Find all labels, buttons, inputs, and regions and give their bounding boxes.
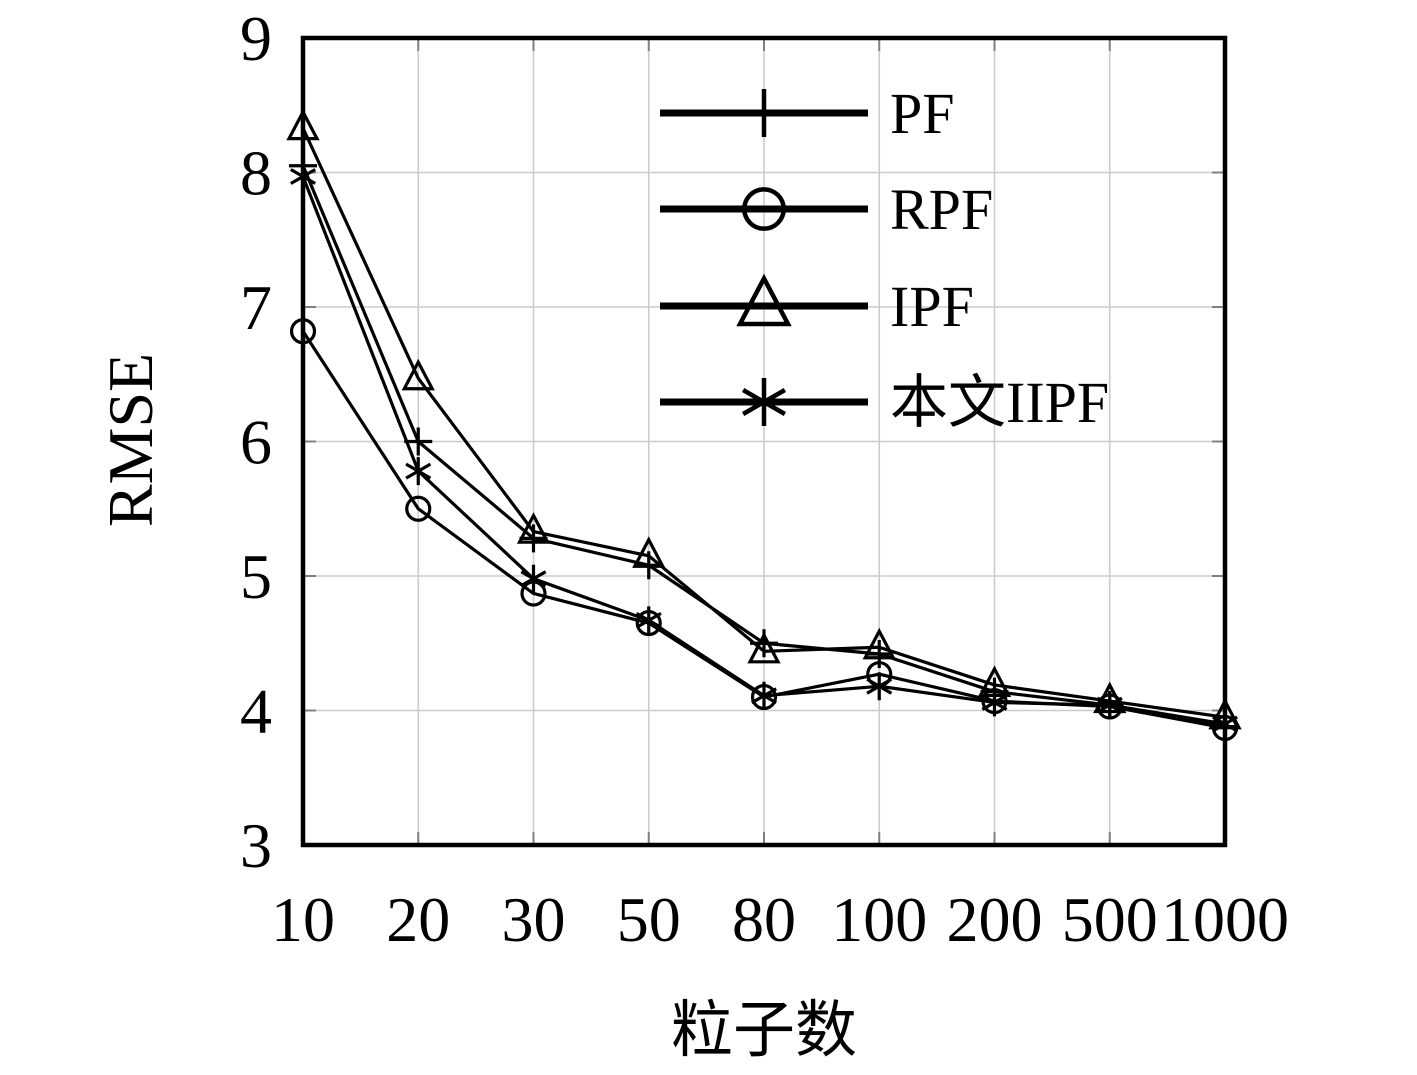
x-tick-label: 20 <box>386 884 450 955</box>
legend-label: PF <box>890 81 955 146</box>
y-tick-label: 6 <box>240 407 272 478</box>
x-tick-label: 50 <box>617 884 681 955</box>
marker-asterisk <box>751 681 777 710</box>
legend-item-RPF: RPF <box>660 177 993 242</box>
x-tick-label: 500 <box>1062 884 1158 955</box>
x-tick-label: 1000 <box>1161 884 1289 955</box>
marker-triangle <box>401 358 435 391</box>
y-tick-label: 5 <box>240 541 272 612</box>
legend-item-IPF: IPF <box>660 273 974 339</box>
y-tick-label: 3 <box>240 810 272 881</box>
y-tick-label: 7 <box>240 272 272 343</box>
y-axis-title: RMSE <box>95 353 166 527</box>
x-axis-title: 粒子数 <box>671 997 857 1065</box>
legend-marker-circle <box>742 187 786 231</box>
marker-asterisk <box>1096 691 1123 720</box>
legend-item-PF: PF <box>660 81 955 146</box>
x-tick-label: 30 <box>502 884 566 955</box>
axis-box <box>300 35 1228 848</box>
marker-asterisk <box>520 564 547 593</box>
marker-triangle <box>747 631 781 664</box>
marker-asterisk <box>405 457 432 486</box>
marker-triangle <box>632 536 666 568</box>
x-tick-label: 100 <box>831 884 927 955</box>
x-tick-label: 80 <box>732 884 796 955</box>
y-tick-label: 9 <box>240 3 272 74</box>
y-tick-label: 4 <box>240 676 272 747</box>
legend-marker-plus <box>740 89 788 137</box>
marker-plus <box>404 427 433 456</box>
marker-triangle <box>516 512 551 544</box>
marker-asterisk <box>866 672 893 701</box>
legend-marker-asterisk <box>741 378 787 426</box>
legend-label: IPF <box>890 274 974 339</box>
y-tick-label: 8 <box>240 138 272 209</box>
x-tick-label: 200 <box>947 884 1043 955</box>
series-line-IPF <box>301 127 1226 719</box>
x-tick-label: 10 <box>271 884 335 955</box>
legend-label: 本文IIPF <box>890 370 1109 435</box>
legend-marker-triangle <box>736 273 792 327</box>
marker-circle <box>405 495 432 522</box>
legend-label: RPF <box>890 177 993 242</box>
marker-asterisk <box>635 606 662 635</box>
marker-triangle <box>862 627 896 660</box>
legend-item-本文IIPF: 本文IIPF <box>660 370 1109 435</box>
marker-asterisk <box>981 688 1008 717</box>
